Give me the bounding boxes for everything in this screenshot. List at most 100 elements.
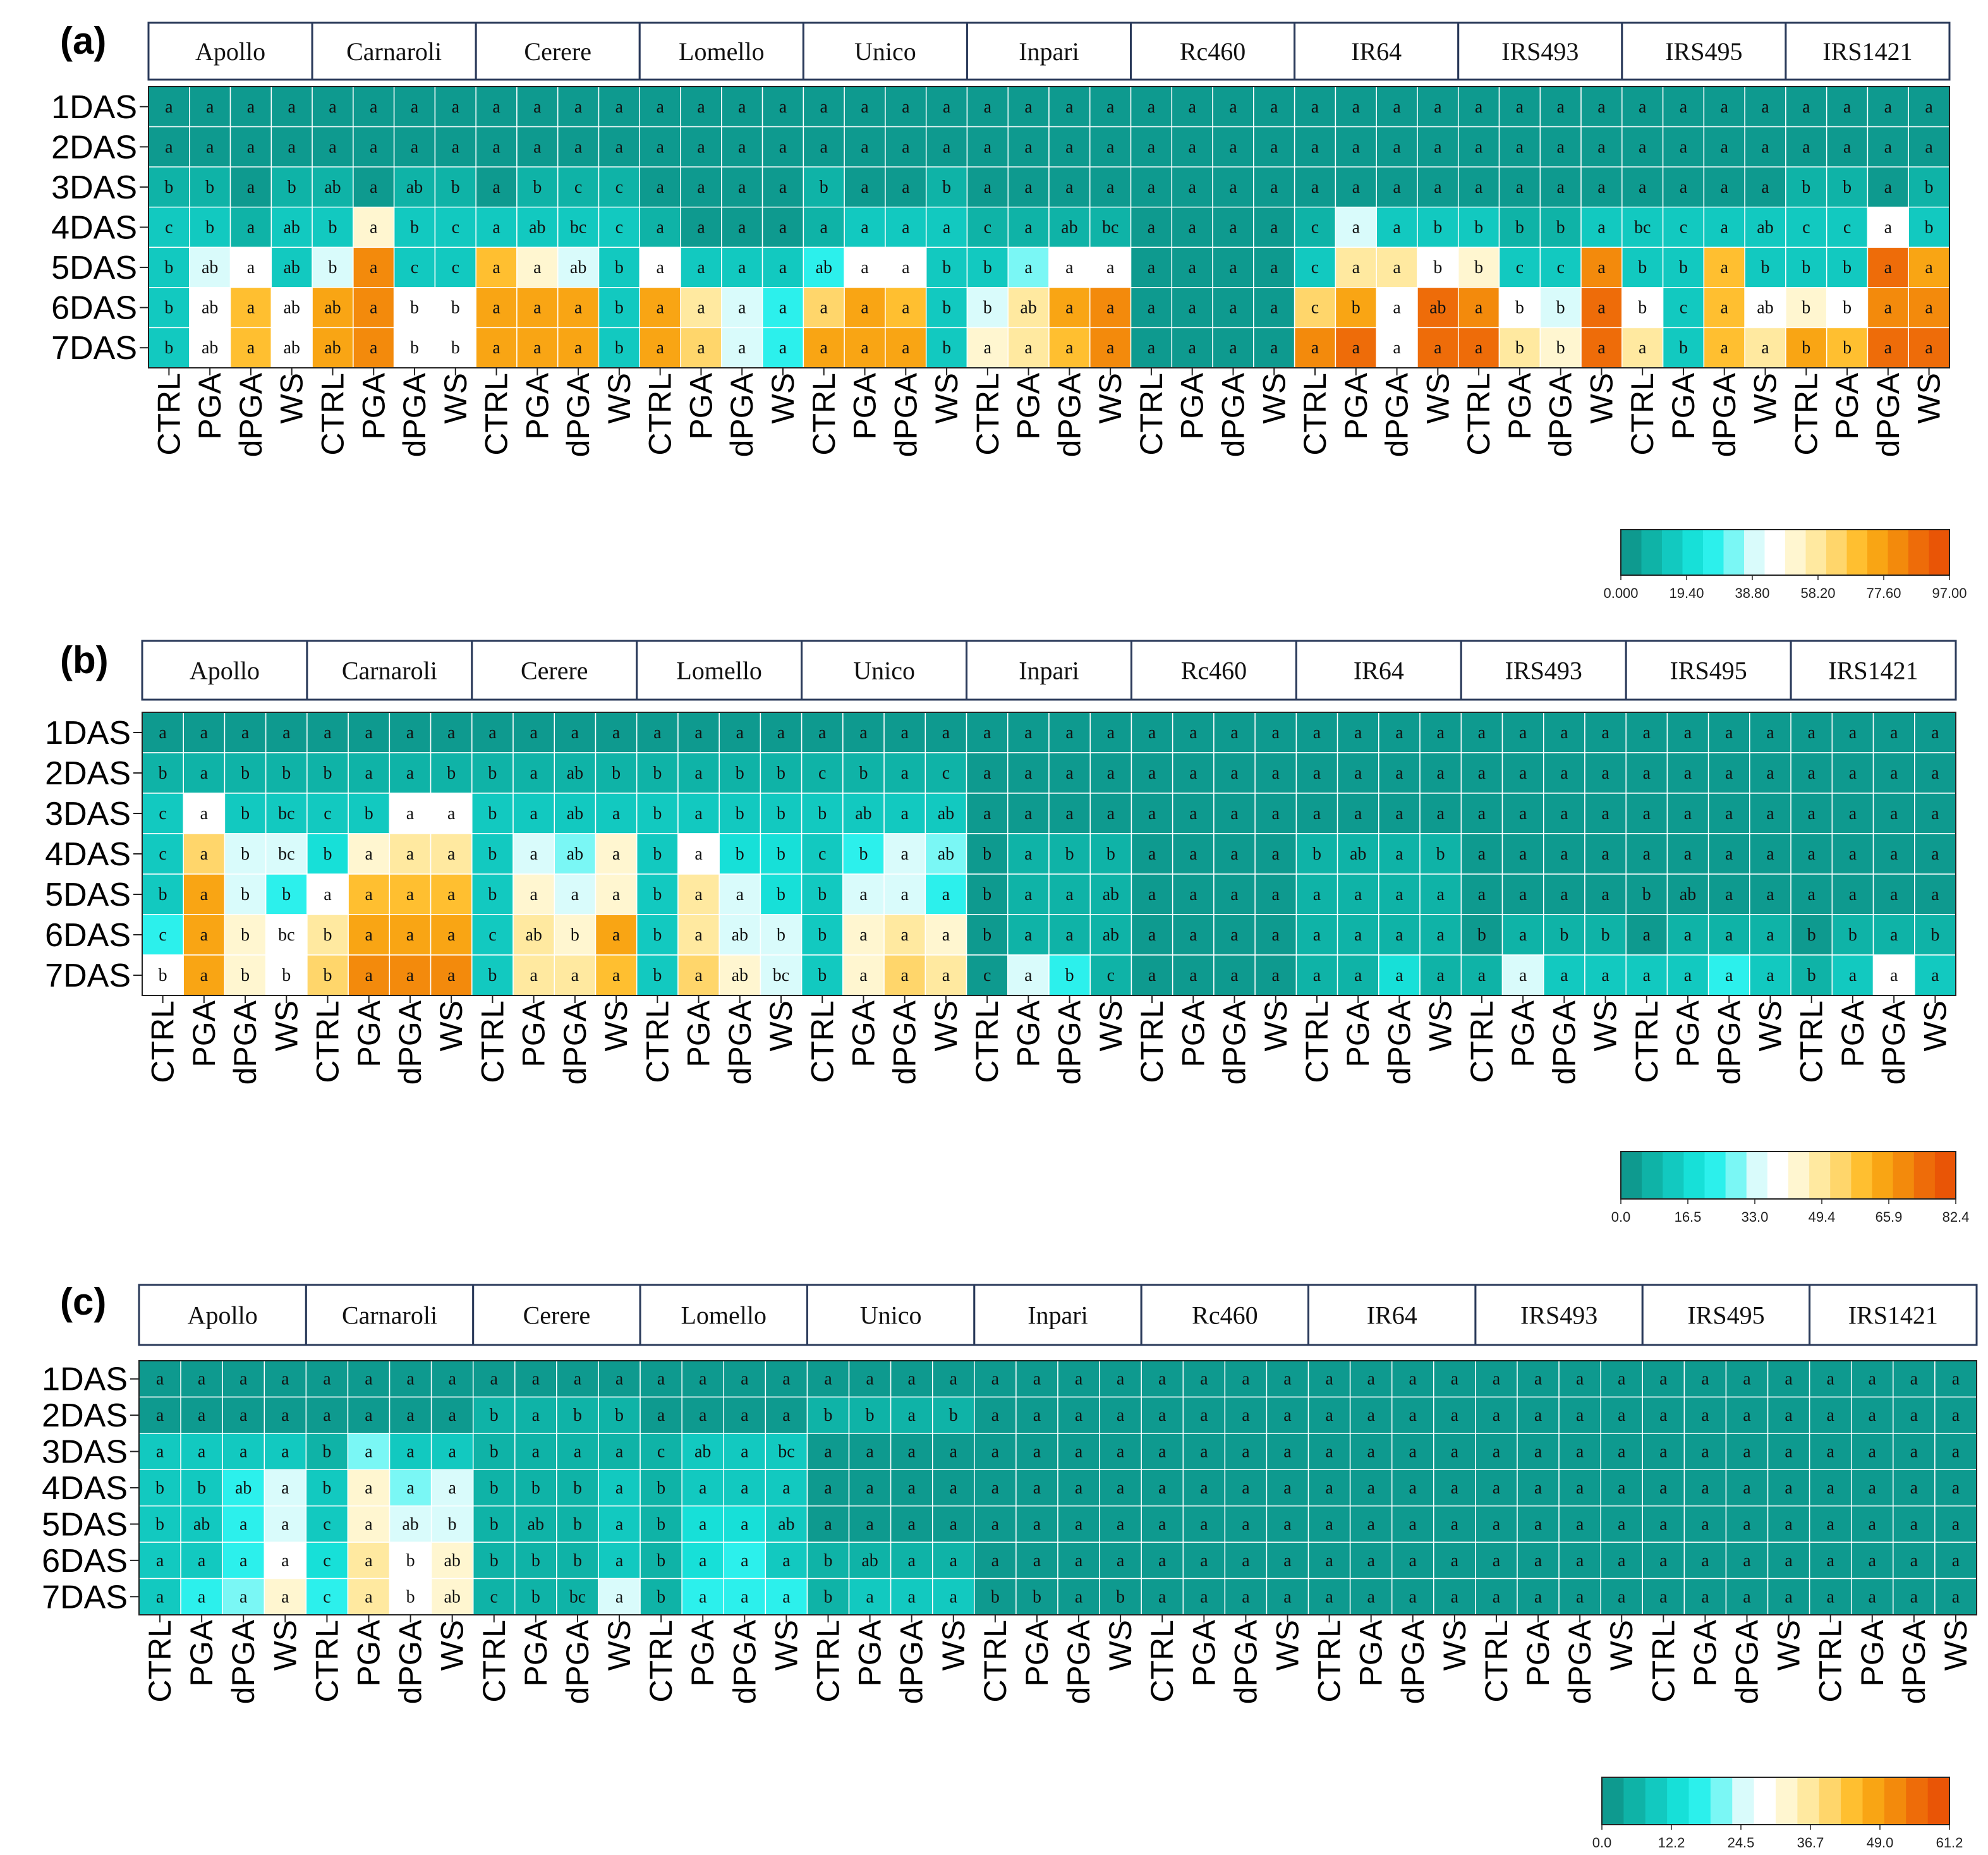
heatmap-cell [1419,833,1462,875]
heatmap-cell [1707,873,1750,915]
cell-letter: a [943,218,951,238]
cell-letter: a [1188,338,1196,358]
cell-letter: a [615,1587,624,1607]
heatmap-cell [554,833,597,875]
cell-letter: a [1283,1370,1292,1389]
cell-letter: ab [283,218,300,238]
heatmap-cell [636,793,679,834]
heatmap-cell [1475,1505,1518,1543]
heatmap-cell [434,327,476,368]
cell-letter: a [950,1370,958,1389]
cultivar-box [305,1284,475,1346]
row-label: 4DAS [51,210,137,246]
cell-letter: a [782,1551,791,1571]
cell-letter: a [741,1442,749,1462]
cell-letter: a [820,218,828,238]
heatmap-cell [1266,1469,1309,1507]
cell-letter: a [281,1478,289,1498]
cell-letter: ab [567,804,583,824]
col-label: WS [1093,373,1128,424]
cell-letter: a [943,137,951,157]
cell-letter: b [531,1478,540,1498]
col-label: WS [1771,1620,1807,1671]
cell-letter: a [1643,763,1651,783]
heatmap-cell [1744,246,1786,288]
cultivar-box [141,640,308,701]
cell-letter: a [1189,804,1197,824]
heatmap-cell [924,833,967,875]
cell-letter: a [1272,966,1280,985]
cell-letter: a [1849,763,1857,783]
cell-letter: a [820,97,828,117]
cultivar-box [966,640,1132,701]
cultivar-label: IRS495 [1665,37,1742,66]
heatmap-cell [393,287,436,329]
cell-letter: a [533,97,542,117]
cell-letter: a [1311,97,1319,117]
heatmap-cell [842,793,885,834]
cell-letter: ab [202,298,218,318]
heatmap-cell [974,1360,1017,1398]
cell-letter: a [159,723,167,743]
heatmap-cell [1790,873,1833,915]
cultivar-box [1621,21,1787,81]
heatmap-cell [718,833,761,875]
cell-letter: b [657,1514,665,1534]
cell-letter: a [1890,804,1898,824]
cultivar-label: IRS493 [1501,37,1579,66]
heatmap-cell [924,793,967,834]
cell-letter: a [861,97,869,117]
cell-letter: a [1639,178,1647,197]
colorbar-segment [1927,1777,1950,1825]
cell-letter: c [818,763,826,783]
colorbar-segment [1908,530,1929,575]
cell-letter: a [1393,258,1401,277]
colorbar-segment [1688,1777,1711,1825]
heatmap-cell [883,752,926,794]
cell-letter: ab [202,338,218,358]
cell-letter: a [1352,97,1361,117]
heatmap-cell [1212,287,1254,329]
col-label: CTRL [1297,373,1333,456]
col-label: WS [768,1620,804,1671]
cell-letter: a [1576,1551,1584,1571]
row-label: 7DAS [51,330,137,367]
heatmap-cell [1580,327,1623,368]
cell-letter: a [741,1587,749,1607]
heatmap-cell [1335,287,1377,329]
col-label: CTRL [1464,1000,1500,1083]
heatmap-cell [890,1505,933,1543]
heatmap-cell [434,86,476,128]
heatmap-cell [1767,1578,1810,1615]
heatmap-cell [723,1469,767,1507]
heatmap-cell [1141,1505,1184,1543]
heatmap-cell [636,873,679,915]
cell-letter: a [1597,97,1606,117]
cell-letter: a [1910,1406,1918,1425]
cell-letter: b [736,763,744,783]
heatmap-cell [1336,712,1379,753]
heatmap-cell [1457,327,1500,368]
cell-letter: a [1024,258,1033,277]
cell-letter: a [1618,1478,1626,1498]
cell-letter: c [984,218,991,238]
heatmap-cell [224,752,267,794]
heatmap-cell [1809,1578,1852,1615]
heatmap-cell [1850,1396,1894,1434]
col-label: CTRL [1479,1620,1514,1703]
cell-letter: b [736,804,744,824]
cell-letter: b [241,844,250,864]
cell-letter: a [697,298,705,318]
cell-letter: a [942,723,950,743]
cell-letter: a [866,1587,874,1607]
cell-letter: a [1869,1370,1877,1389]
heatmap-cell [1391,1542,1434,1579]
heatmap-cell [389,1578,432,1615]
cell-letter: a [907,1406,916,1425]
colorbar-segment [1826,530,1847,575]
cultivar-label: IRS1421 [1848,1301,1938,1330]
cell-letter: a [1478,763,1486,783]
heatmap-cell [1253,86,1295,128]
col-label: PGA [1835,1000,1870,1067]
cell-letter: a [900,763,909,783]
